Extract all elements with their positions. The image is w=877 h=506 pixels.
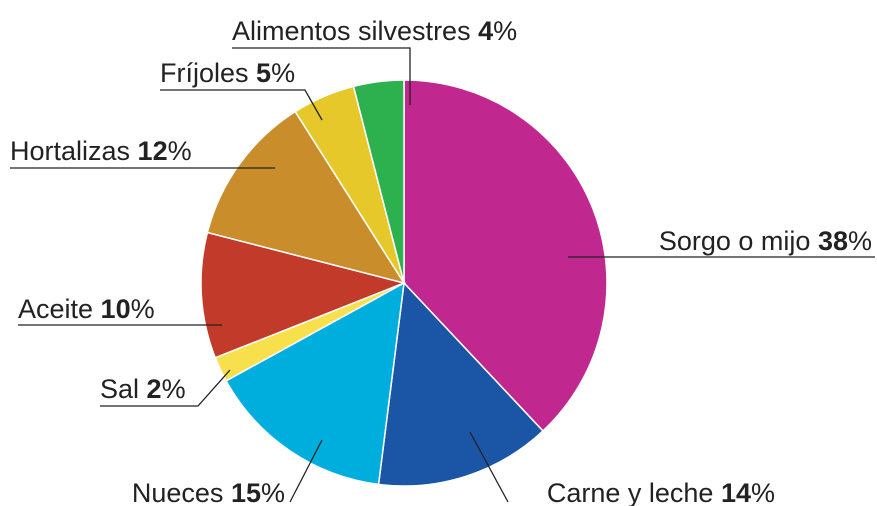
pie-slice [352,79,405,284]
leader-line [289,439,323,503]
category-name: Sal [100,374,147,404]
value-label: 12% [138,136,192,166]
value-label: 38% [818,226,872,256]
slice-label: Aceite 10% [18,294,155,324]
leader-line [232,47,411,105]
value-unit: % [751,478,775,506]
value-number: 12 [138,136,168,166]
category-name: Sorgo o mijo [659,226,818,256]
slice-label: Alimentos silvestres 4% [232,16,517,46]
value-number: 4 [478,16,493,46]
value-label: 14% [721,478,775,506]
value-number: 38 [818,226,848,256]
category-name: Hortalizas [10,136,138,166]
slice-label: Sorgo o mijo 38% [659,226,872,256]
leader-line [100,369,231,407]
value-number: 5 [256,58,271,88]
pie-slice [377,281,545,487]
pie-slice [403,79,608,433]
slice-label: Nueces 15% [132,478,285,506]
value-number: 15 [231,478,261,506]
category-name: Nueces [132,478,231,506]
slice-label: Sal 2% [100,374,186,404]
value-unit: % [261,478,285,506]
leader-line [469,431,509,503]
value-unit: % [848,226,872,256]
value-label: 5% [256,58,295,88]
pie-slice [200,231,407,359]
value-number: 2 [147,374,162,404]
slice-label: Fríjoles 5% [160,58,295,88]
slice-label: Carne y leche 14% [547,478,775,506]
slice-label: Hortalizas 12% [10,136,192,166]
value-unit: % [131,294,155,324]
value-unit: % [493,16,517,46]
category-name: Aceite [18,294,101,324]
value-unit: % [168,136,192,166]
pie-slice [206,110,406,285]
value-label: 2% [147,374,186,404]
value-label: 10% [101,294,155,324]
category-name: Carne y leche [547,478,721,506]
leader-line [160,89,323,121]
value-number: 14 [721,478,751,506]
pie-slice [225,281,405,486]
category-name: Alimentos silvestres [232,16,478,46]
value-number: 10 [101,294,131,324]
value-unit: % [271,58,295,88]
value-unit: % [162,374,186,404]
value-label: 15% [231,478,285,506]
category-name: Fríjoles [160,58,256,88]
value-label: 4% [478,16,517,46]
